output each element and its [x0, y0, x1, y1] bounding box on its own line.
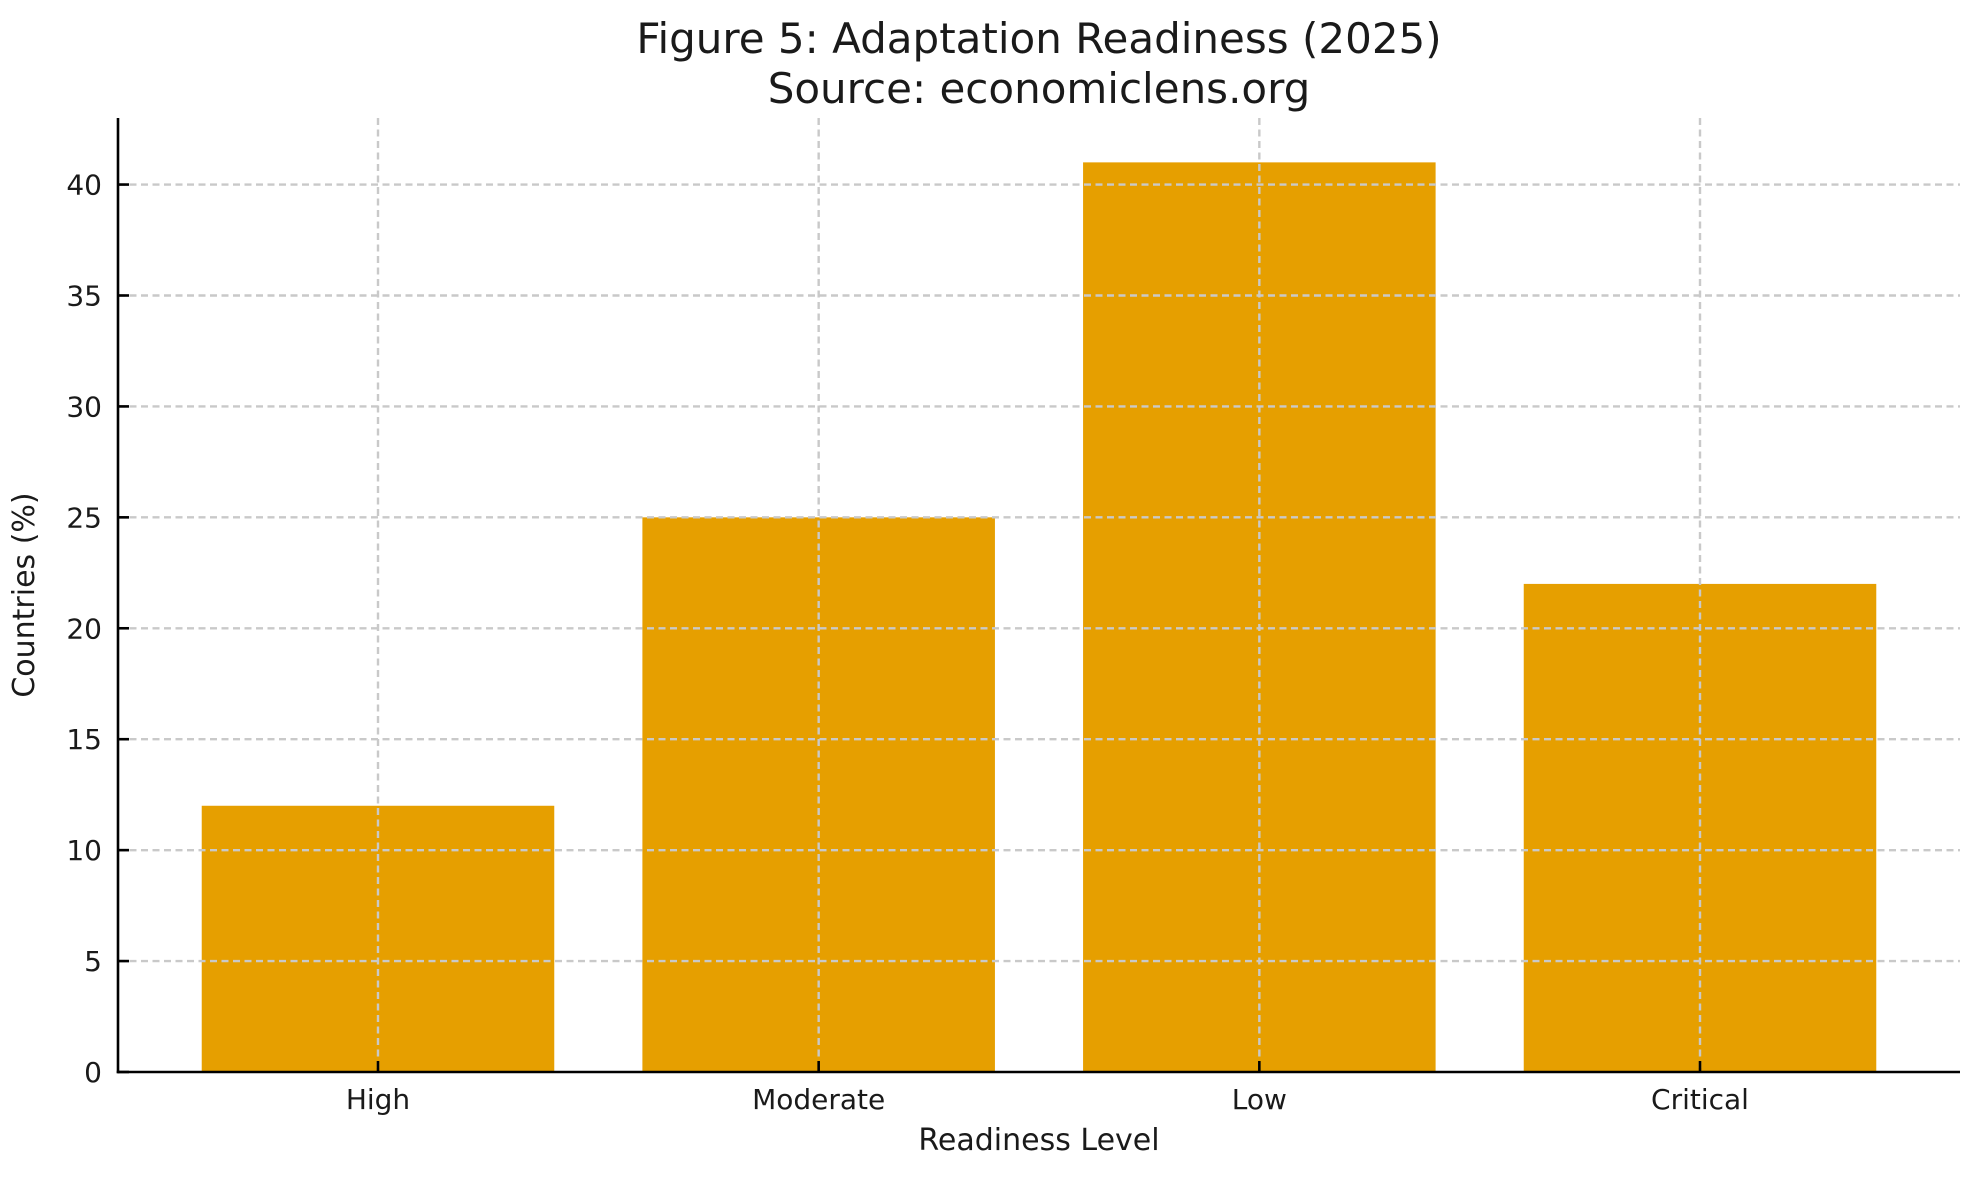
- axes-layer: [116, 118, 1960, 1074]
- y-tick-label-20: 20: [66, 612, 102, 645]
- y-axis-label: Countries (%): [7, 492, 42, 697]
- grid-layer: [118, 118, 1960, 1072]
- x-tick-label-moderate: Moderate: [752, 1083, 885, 1116]
- bar-moderate: [642, 517, 995, 1072]
- x-tick-label-high: High: [346, 1083, 410, 1116]
- tick-labels-layer: 0 5 10 15 20 25 30 35 40 High Moderate Low Critical: [66, 169, 1749, 1116]
- chart-subtitle: Source: economiclens.org: [768, 64, 1311, 113]
- y-tick-label-15: 15: [66, 723, 102, 756]
- chart-title: Figure 5: Adaptation Readiness (2025): [636, 14, 1441, 63]
- y-tick-label-40: 40: [66, 169, 102, 202]
- y-tick-label-35: 35: [66, 279, 102, 312]
- y-tick-label-0: 0: [84, 1056, 102, 1089]
- y-tick-label-30: 30: [66, 390, 102, 423]
- x-tick-label-critical: Critical: [1651, 1083, 1749, 1116]
- x-tick-label-low: Low: [1232, 1083, 1287, 1116]
- bars-layer: [201, 162, 1877, 1073]
- x-axis-label: Readiness Level: [918, 1123, 1159, 1158]
- y-tick-label-25: 25: [66, 501, 102, 534]
- y-tick-label-10: 10: [66, 834, 102, 867]
- y-tick-label-5: 5: [84, 945, 102, 978]
